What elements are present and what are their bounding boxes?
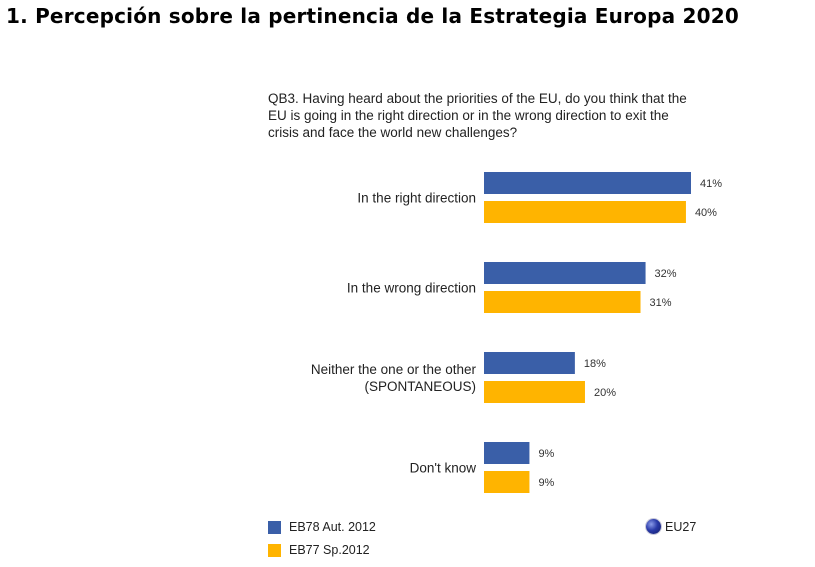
data-label: 18% — [584, 358, 606, 370]
data-label: 9% — [538, 477, 554, 489]
legend-swatch-eb77 — [268, 543, 281, 557]
legend-swatch-eb78 — [268, 520, 281, 534]
question-line: EU is going in the right direction or in… — [268, 108, 669, 123]
legend-item-scope: EU27 — [646, 519, 696, 534]
bar-eb78 — [484, 352, 575, 374]
bar-eb77 — [484, 201, 686, 223]
bar-eb77 — [484, 381, 585, 403]
bar-eb78 — [484, 262, 646, 284]
question-line: QB3. Having heard about the priorities o… — [268, 91, 687, 106]
bar-eb78 — [484, 172, 691, 194]
question-text: QB3. Having heard about the priorities o… — [268, 90, 708, 141]
category-label: Don't know — [410, 461, 477, 476]
page-title: 1. Percepción sobre la pertinencia de la… — [6, 4, 739, 28]
data-label: 32% — [655, 268, 677, 280]
legend-label-eb77: EB77 Sp.2012 — [289, 543, 370, 557]
bar-eb77 — [484, 471, 530, 493]
data-label: 20% — [594, 387, 616, 399]
data-label: 31% — [650, 297, 672, 309]
data-label: 41% — [700, 178, 722, 190]
bar-eb77 — [484, 291, 641, 313]
data-label: 40% — [695, 207, 717, 219]
globe-icon — [646, 519, 661, 534]
legend-label-scope: EU27 — [665, 519, 697, 534]
category-label: Neither the one or the other — [311, 362, 477, 377]
category-label: In the wrong direction — [347, 281, 476, 296]
legend-label-eb78: EB78 Aut. 2012 — [289, 520, 376, 534]
data-label: 9% — [538, 448, 554, 460]
question-line: crisis and face the world new challenges… — [268, 125, 518, 140]
category-label: In the right direction — [357, 191, 476, 206]
bar-eb78 — [484, 442, 530, 464]
category-label: (SPONTANEOUS) — [364, 379, 476, 394]
legend-item-eb78: EB78 Aut. 2012 — [268, 520, 376, 534]
legend-item-eb77: EB77 Sp.2012 — [268, 543, 370, 557]
